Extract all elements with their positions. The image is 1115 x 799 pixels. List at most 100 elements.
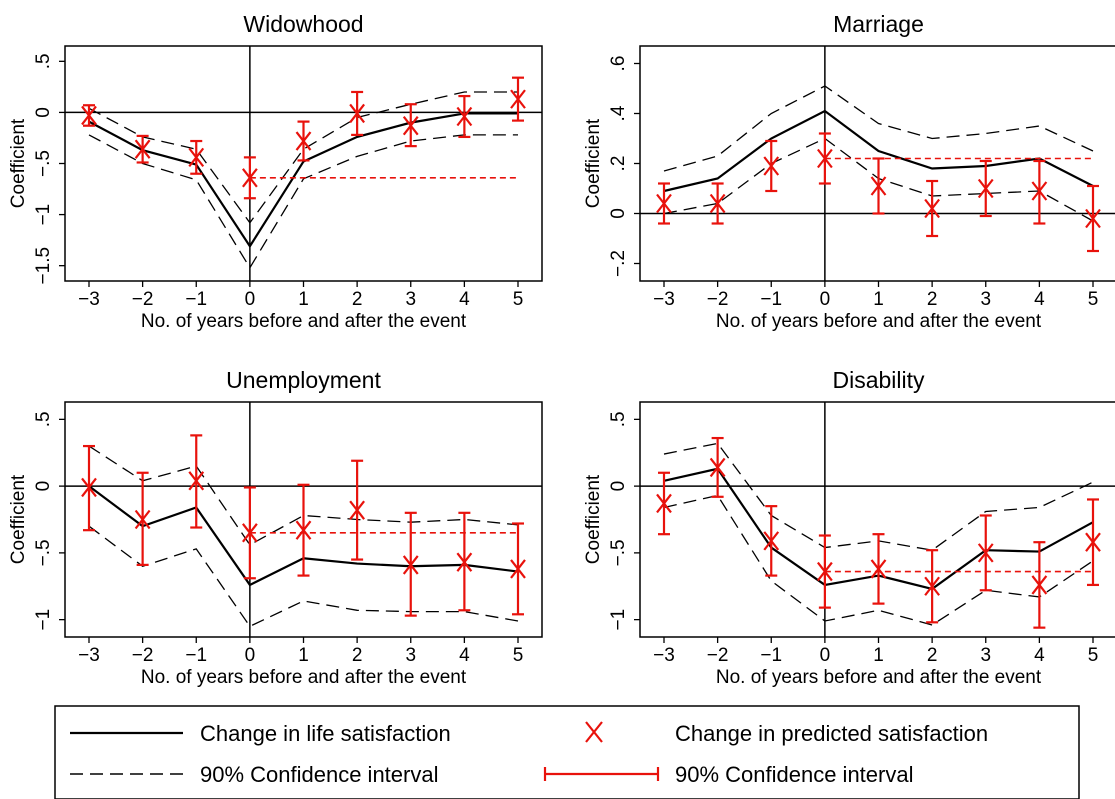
x-tick-label: −3 — [653, 289, 675, 310]
predicted-point — [510, 89, 526, 109]
predicted-point-stroke-b — [349, 103, 365, 124]
y-tick-label: 0 — [33, 481, 54, 492]
y-axis-label: Coefficient — [583, 474, 604, 564]
y-tick-label: .6 — [608, 56, 629, 72]
x-tick-label: −1 — [760, 289, 782, 310]
x-tick-label: 4 — [1034, 289, 1045, 310]
x-tick-label: 3 — [405, 645, 416, 666]
predicted-point-stroke-b — [709, 457, 726, 478]
y-tick-label: .4 — [608, 105, 629, 121]
x-axis-label: No. of years before and after the event — [716, 311, 1042, 332]
life-ci-upper-line — [663, 85, 1094, 172]
y-tick-label: .5 — [33, 411, 54, 427]
x-tick-label: −2 — [707, 289, 729, 310]
chart-panel-disability: Disability−3 −2 −1 0 1 2 3 4 5.50−.5−1No. of yea… — [583, 367, 1115, 688]
predicted-point-stroke-b — [924, 198, 940, 219]
predicted-point — [134, 139, 151, 159]
predicted-point-stroke-b — [402, 555, 419, 575]
y-tick-label: −1 — [33, 609, 54, 631]
x-tick-label: −1 — [185, 289, 207, 310]
y-tick-label: .5 — [608, 411, 629, 427]
x-axis-label: No. of years before and after the event — [141, 667, 467, 688]
y-tick-label: −1.5 — [33, 247, 54, 285]
y-tick-label: −.5 — [608, 539, 629, 566]
predicted-point — [510, 559, 526, 579]
predicted-point-stroke-b — [817, 148, 833, 169]
legend: Change in life satisfaction Change in pr… — [54, 705, 1080, 799]
y-tick-label: −.5 — [33, 150, 54, 177]
predicted-point-stroke-b — [817, 561, 833, 582]
predicted-point — [977, 543, 994, 563]
predicted-point — [242, 523, 258, 543]
predicted-point — [763, 156, 780, 176]
predicted-point — [977, 178, 994, 199]
chart-title: Widowhood — [243, 11, 363, 37]
predicted-point-stroke-b — [1085, 532, 1101, 552]
legend-pred-ci-label: 90% Confidence interval — [675, 762, 913, 787]
life-satisfaction-line — [663, 109, 1094, 193]
predicted-point-stroke-b — [510, 89, 526, 109]
predicted-point — [656, 493, 672, 514]
predicted-point-stroke-b — [349, 500, 365, 520]
life-ci-upper-line — [88, 445, 519, 546]
predicted-point — [295, 520, 312, 540]
predicted-point — [456, 552, 473, 572]
y-tick-label: −1 — [33, 204, 54, 226]
y-axis-label: Coefficient — [8, 474, 29, 564]
predicted-point — [763, 531, 780, 551]
predicted-point-stroke-b — [134, 139, 151, 159]
predicted-point — [81, 105, 97, 126]
chart-panel-marriage: Marriage −3 −2 −1 0 1 2 3 4 5 .6 .4 .2 0 −.2 No. of yea… — [583, 11, 1115, 332]
x-tick-label: 3 — [980, 645, 991, 666]
x-tick-label: −2 — [132, 645, 154, 666]
life-ci-lower-line — [88, 134, 518, 269]
x-tick-label: 4 — [1034, 645, 1045, 666]
x-axis-label: No. of years before and after the event — [141, 311, 467, 332]
x-tick-label: −1 — [185, 645, 207, 666]
predicted-point-stroke-b — [709, 193, 726, 214]
x-tick-label: −2 — [132, 289, 154, 310]
x-tick-label: 4 — [459, 645, 470, 666]
predicted-point-stroke-b — [1031, 575, 1048, 595]
predicted-point — [1085, 208, 1101, 229]
chart-title: Disability — [832, 367, 925, 393]
predicted-point-stroke-b — [81, 105, 97, 126]
predicted-point — [188, 147, 205, 168]
x-tick-label: 5 — [513, 289, 524, 310]
chart-title: Unemployment — [226, 367, 381, 393]
predicted-point — [295, 131, 312, 151]
y-tick-label: 0 — [608, 481, 629, 492]
x-tick-label: 1 — [298, 645, 309, 666]
predicted-point-stroke-b — [188, 147, 205, 168]
life-ci-lower-line — [663, 494, 1094, 626]
legend-frame — [54, 705, 1080, 799]
predicted-point-stroke-b — [656, 193, 672, 214]
legend-life-label: Change in life satisfaction — [200, 721, 451, 746]
predicted-point-stroke-b — [763, 156, 780, 176]
chart-panel-widowhood: Widowhood −3 −2 −1 0 1 2 3 4 5 .5 0 −.5 −1 −1.5 No. of … — [8, 11, 543, 332]
predicted-point — [709, 457, 726, 478]
predicted-point — [81, 477, 97, 498]
y-axis-label: Coefficient — [8, 118, 29, 208]
y-tick-label: −.2 — [608, 250, 629, 277]
predicted-point — [1031, 181, 1048, 201]
predicted-point-stroke-b — [81, 477, 97, 498]
predicted-point-stroke-b — [242, 168, 258, 188]
x-tick-label: 0 — [245, 289, 256, 310]
x-tick-label: −3 — [653, 645, 675, 666]
predicted-point — [924, 198, 940, 219]
x-tick-label: −3 — [78, 645, 100, 666]
predicted-point-stroke-b — [295, 520, 312, 540]
predicted-point — [1031, 575, 1048, 595]
predicted-point — [456, 106, 473, 127]
predicted-point — [817, 148, 833, 169]
predicted-point — [870, 176, 887, 196]
predicted-point-stroke-b — [763, 531, 780, 551]
predicted-point-stroke-b — [134, 509, 151, 530]
predicted-point — [402, 555, 419, 575]
predicted-point — [349, 500, 365, 520]
predicted-point-stroke-b — [456, 106, 473, 127]
y-tick-label: 0 — [608, 208, 629, 219]
predicted-point-stroke-b — [510, 559, 526, 579]
x-tick-label: 2 — [927, 289, 938, 310]
